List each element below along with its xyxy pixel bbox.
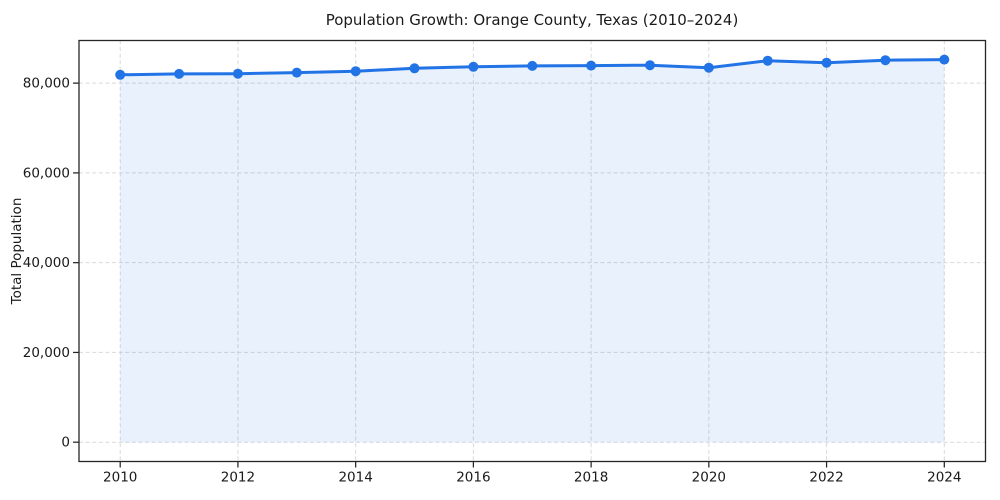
data-point-marker xyxy=(703,62,714,73)
y-tick-label: 0 xyxy=(61,435,70,451)
x-tick-label: 2020 xyxy=(692,470,726,486)
data-point-marker xyxy=(762,55,773,66)
data-point-marker xyxy=(880,55,891,66)
plot-border xyxy=(78,39,987,463)
x-tick-label: 2010 xyxy=(103,470,137,486)
y-tick-label: 60,000 xyxy=(23,165,70,181)
data-point-marker xyxy=(232,68,243,79)
data-point-marker xyxy=(350,66,361,77)
data-point-marker xyxy=(468,61,479,72)
data-point-marker xyxy=(645,60,655,71)
x-tick-label: 2014 xyxy=(338,470,372,486)
x-tick-label: 2012 xyxy=(221,470,255,486)
data-point-marker xyxy=(821,57,832,68)
data-point-marker xyxy=(527,60,538,71)
data-point-marker xyxy=(291,67,302,78)
x-tick-label: 2016 xyxy=(456,470,490,486)
y-tick-label: 20,000 xyxy=(23,345,70,361)
x-tick-label: 2018 xyxy=(574,470,608,486)
x-tick-label: 2022 xyxy=(809,470,843,486)
data-point-marker xyxy=(409,63,420,74)
data-point-marker xyxy=(939,54,950,65)
y-tick-label: 80,000 xyxy=(23,76,70,92)
y-tick-label: 40,000 xyxy=(23,255,70,271)
data-point-marker xyxy=(174,68,185,79)
chart-title: Population Growth: Orange County, Texas … xyxy=(325,11,739,29)
y-axis-label: Total Population xyxy=(9,197,25,305)
population-area xyxy=(120,59,945,443)
x-tick-label: 2024 xyxy=(927,470,961,486)
data-point-marker xyxy=(586,60,597,71)
data-point-marker xyxy=(115,69,126,80)
